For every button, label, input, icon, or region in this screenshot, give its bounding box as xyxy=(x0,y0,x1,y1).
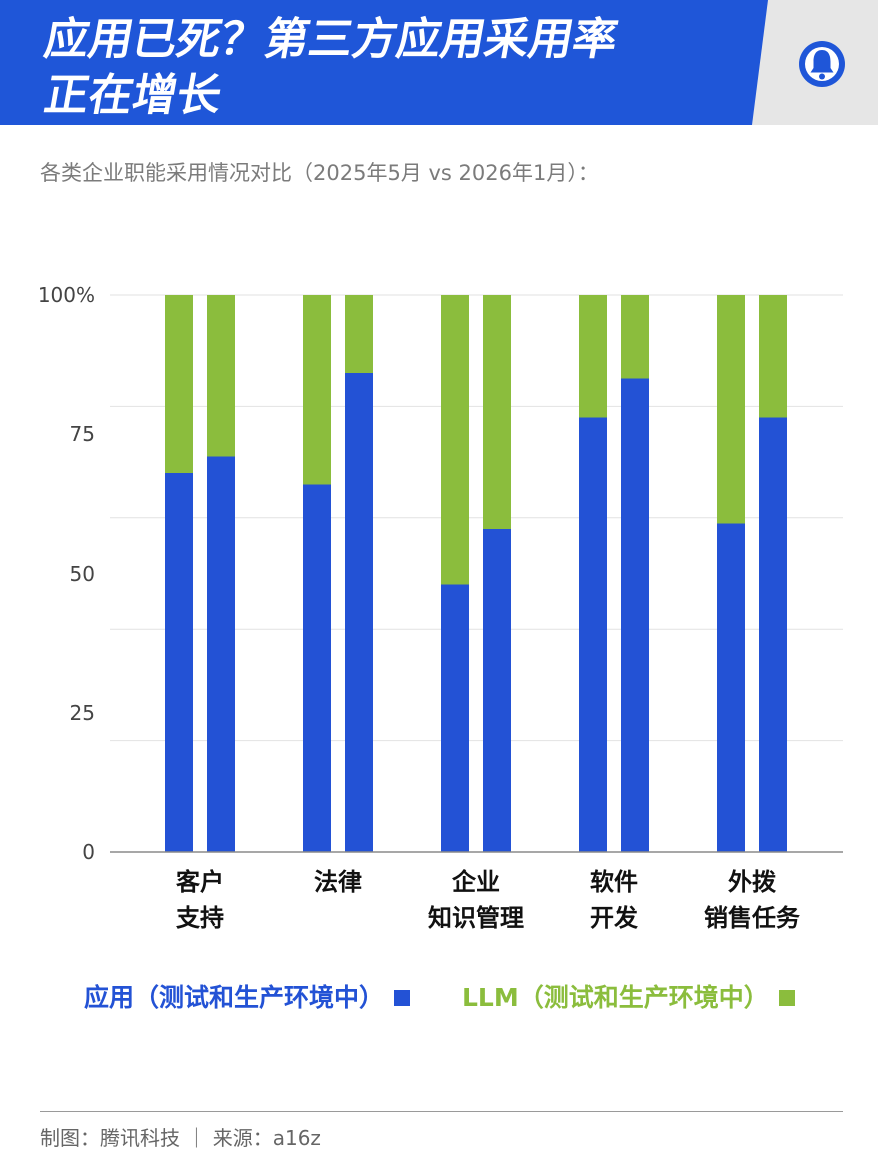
title-banner xyxy=(0,0,768,125)
bar-segment-series2-category4-bar2 xyxy=(621,295,649,379)
chart-subtitle: 各类企业职能采用情况对比（2025年5月 vs 2026年1月）： xyxy=(40,161,599,185)
page-title: 应用已死？第三方应用采用率 正在增长 xyxy=(40,12,622,124)
bar-segment-series1-category4-bar2 xyxy=(621,378,649,852)
stacked-bar-chart xyxy=(110,294,843,853)
category-label-3: 企业 知识管理 xyxy=(428,868,524,932)
category-label-2: 法律 xyxy=(314,868,362,896)
legend-swatch-apps xyxy=(394,990,411,1006)
bar-segment-series1-category5-bar2 xyxy=(759,417,787,852)
bar-segment-series1-category2-bar2 xyxy=(345,372,373,852)
bar-segment-series1-category5-bar1 xyxy=(717,523,745,852)
bar-segment-series2-category1-bar2 xyxy=(207,295,235,457)
tencent-tech-logo-icon xyxy=(799,41,845,87)
y-tick-label-100: 100% xyxy=(37,283,95,307)
bar-segment-series1-category3-bar1 xyxy=(441,584,469,852)
bar-segment-series2-category4-bar1 xyxy=(579,295,607,418)
bar-segment-series2-category2-bar2 xyxy=(345,295,373,373)
legend-item-apps: 应用（测试和生产环境中） xyxy=(84,983,411,1013)
y-tick-label-25: 25 xyxy=(69,700,95,725)
y-tick-label-50: 50 xyxy=(69,561,95,586)
bar-segment-series2-category2-bar1 xyxy=(303,295,331,485)
page-title-line-1: 应用已死？第三方应用采用率 xyxy=(40,14,622,65)
bar-segment-series2-category1-bar1 xyxy=(165,295,193,474)
bar-segment-series1-category4-bar1 xyxy=(579,417,607,852)
category-label-5: 外拨 销售任务 xyxy=(704,868,800,932)
bar-segment-series2-category5-bar1 xyxy=(717,295,745,524)
category-label-1: 客户 支持 xyxy=(176,868,224,932)
footer-credit: 制图：腾讯科技 ｜ 来源：a16z xyxy=(40,1126,321,1150)
legend-label-apps: 应用（测试和生产环境中） xyxy=(84,983,385,1012)
bar-segment-series2-category3-bar1 xyxy=(441,295,469,585)
legend-swatch-llm xyxy=(778,990,795,1006)
category-label-4: 软件 开发 xyxy=(590,868,638,932)
bar-segment-series2-category3-bar2 xyxy=(483,295,511,529)
bar-segment-series1-category1-bar1 xyxy=(165,473,193,852)
bar-segment-series1-category2-bar1 xyxy=(303,484,331,852)
footer-divider xyxy=(40,1111,843,1112)
bar-segment-series1-category3-bar2 xyxy=(483,528,511,852)
page-title-line-2: 正在增长 xyxy=(40,70,226,121)
bar-segment-series1-category1-bar2 xyxy=(207,456,235,852)
legend-item-llm: LLM（测试和生产环境中） xyxy=(462,983,795,1013)
y-tick-label-0: 0 xyxy=(82,840,95,864)
y-tick-label-75: 75 xyxy=(69,422,95,447)
header: 应用已死？第三方应用采用率 正在增长 xyxy=(0,0,878,125)
bar-segment-series2-category5-bar2 xyxy=(759,295,787,418)
legend-label-llm: LLM（测试和生产环境中） xyxy=(462,983,769,1012)
